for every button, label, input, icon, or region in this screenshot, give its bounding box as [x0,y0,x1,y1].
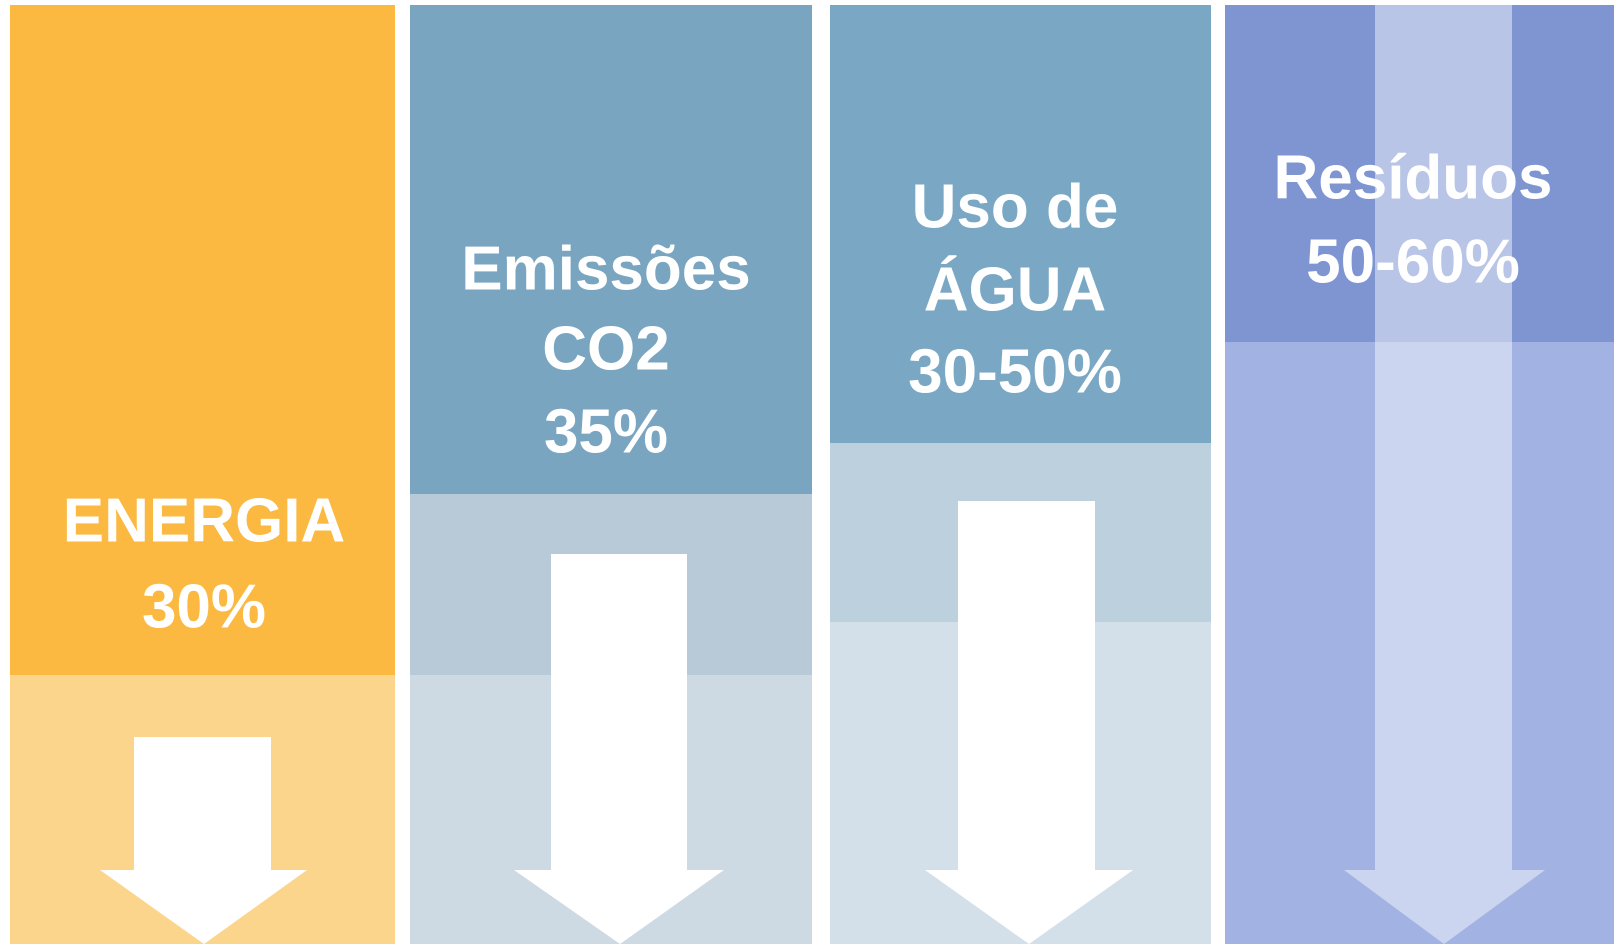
panel-labels: ENERGIA 30% Emissões CO2 35% Uso de ÁGUA 30-50%… [63,143,1553,641]
down-arrow [1344,5,1545,944]
panel-waste [1225,5,1614,944]
panel-label: Uso de [912,172,1119,241]
panel-bottom [1225,342,1614,944]
panel-energy [10,5,395,944]
panel-label: ENERGIA [63,486,345,555]
panel-label: 35% [544,397,668,466]
panel-top [410,5,812,494]
down-arrow [100,737,307,944]
panel-label: Emissões [461,234,751,303]
panel-label: 50-60% [1306,227,1520,296]
panel-label: CO2 [542,314,669,383]
panel-top [830,5,1211,443]
panel-label: 30% [142,572,266,641]
panel-top [1225,5,1614,342]
panel-label: ÁGUA [924,255,1107,324]
panel-label: 30-50% [908,337,1122,406]
down-arrow [925,501,1133,944]
panel-top [10,5,395,675]
down-arrow [514,554,724,944]
panel-emissions [410,5,812,944]
panel-water [830,5,1211,944]
panel-label: Resíduos [1273,143,1552,212]
